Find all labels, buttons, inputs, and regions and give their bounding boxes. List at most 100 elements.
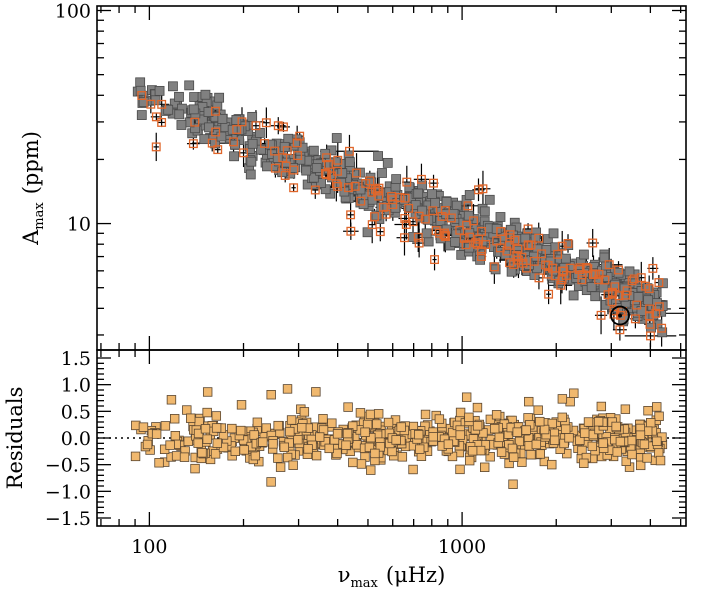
orange-point <box>600 275 610 285</box>
orange-point <box>213 145 223 155</box>
grey-point <box>331 133 342 143</box>
orange-point <box>590 269 600 279</box>
orange-point <box>211 127 221 137</box>
grey-point <box>413 188 424 199</box>
orange-point <box>414 211 424 221</box>
grey-point <box>599 252 610 263</box>
grey-point <box>154 85 165 96</box>
orange-point <box>270 163 280 173</box>
orange-point <box>614 265 623 275</box>
orange-point <box>557 241 567 251</box>
orange-point <box>232 125 242 134</box>
residual-point <box>434 414 445 424</box>
orange-point <box>537 249 546 259</box>
residual-point <box>547 459 557 470</box>
residual-point <box>154 458 164 468</box>
grey-point <box>464 190 475 200</box>
orange-point <box>400 233 409 243</box>
grey-point <box>184 80 195 91</box>
orange-point <box>646 331 655 341</box>
residual-point <box>130 451 141 462</box>
orange-point <box>333 181 343 191</box>
orange-point <box>614 291 624 301</box>
top-y-axis-label-main: A <box>19 229 43 246</box>
orange-point <box>151 112 161 122</box>
residual-point <box>428 432 438 442</box>
residual-point <box>575 435 585 445</box>
orange-point <box>350 181 360 191</box>
y-tick-label: 1.0 <box>61 375 91 397</box>
orange-point <box>577 275 587 285</box>
orange-point <box>474 234 484 244</box>
orange-point <box>293 151 303 161</box>
grey-point <box>272 153 283 163</box>
grey-point <box>636 306 647 316</box>
residual-point <box>370 448 380 459</box>
grey-point <box>135 77 146 88</box>
orange-point <box>627 276 637 286</box>
residual-point <box>579 458 589 468</box>
residual-point <box>526 449 536 460</box>
orange-point <box>229 137 239 147</box>
orange-point <box>190 117 200 127</box>
residual-point <box>142 439 153 450</box>
residual-point <box>275 462 286 472</box>
residual-point <box>579 428 590 438</box>
orange-point <box>237 117 247 127</box>
grey-point <box>463 210 474 221</box>
orange-point <box>207 138 217 148</box>
residual-point <box>396 422 406 432</box>
orange-point <box>356 196 366 206</box>
residual-point <box>512 427 522 437</box>
residual-point <box>560 424 571 434</box>
orange-point <box>577 270 587 280</box>
orange-point <box>260 139 269 148</box>
residual-point <box>491 410 502 420</box>
orange-point <box>239 148 249 158</box>
grey-point <box>590 291 601 302</box>
top-orange-points <box>137 91 667 341</box>
residual-point <box>210 449 221 459</box>
orange-point <box>654 278 664 288</box>
x-axis-label-main: ν <box>338 563 351 587</box>
orange-point <box>322 170 331 180</box>
grey-point <box>495 212 506 222</box>
orange-point <box>461 240 471 250</box>
grey-point <box>358 199 369 210</box>
orange-point <box>622 286 632 296</box>
residual-point <box>533 405 543 415</box>
orange-point <box>365 176 375 186</box>
grey-point <box>199 134 210 145</box>
grey-point <box>391 174 402 184</box>
residual-point <box>299 407 310 417</box>
orange-point <box>512 251 522 261</box>
residual-point <box>415 444 425 454</box>
orange-point <box>346 226 356 236</box>
residual-point <box>211 411 222 421</box>
grey-point <box>484 194 495 205</box>
orange-point <box>270 146 280 156</box>
residual-point <box>621 456 631 467</box>
residual-point <box>190 463 200 474</box>
orange-point <box>374 191 384 201</box>
orange-point <box>446 213 456 223</box>
grey-point <box>217 113 228 124</box>
grey-point <box>311 163 322 173</box>
residual-point <box>202 407 212 418</box>
orange-point <box>381 209 391 219</box>
y-tick-label: −1.0 <box>45 481 91 503</box>
orange-point <box>333 155 343 165</box>
orange-point <box>413 232 423 242</box>
residual-point <box>507 443 518 454</box>
orange-point <box>574 265 584 274</box>
y-tick-label: −1.5 <box>45 508 91 530</box>
residual-point <box>583 417 594 427</box>
grey-point <box>362 227 373 238</box>
residual-point <box>318 414 328 424</box>
orange-point <box>251 121 261 131</box>
grey-point <box>168 81 178 92</box>
orange-point <box>502 246 512 256</box>
y-tick-label: 0.5 <box>61 401 91 423</box>
orange-point <box>522 263 531 273</box>
residual-point <box>182 405 192 415</box>
